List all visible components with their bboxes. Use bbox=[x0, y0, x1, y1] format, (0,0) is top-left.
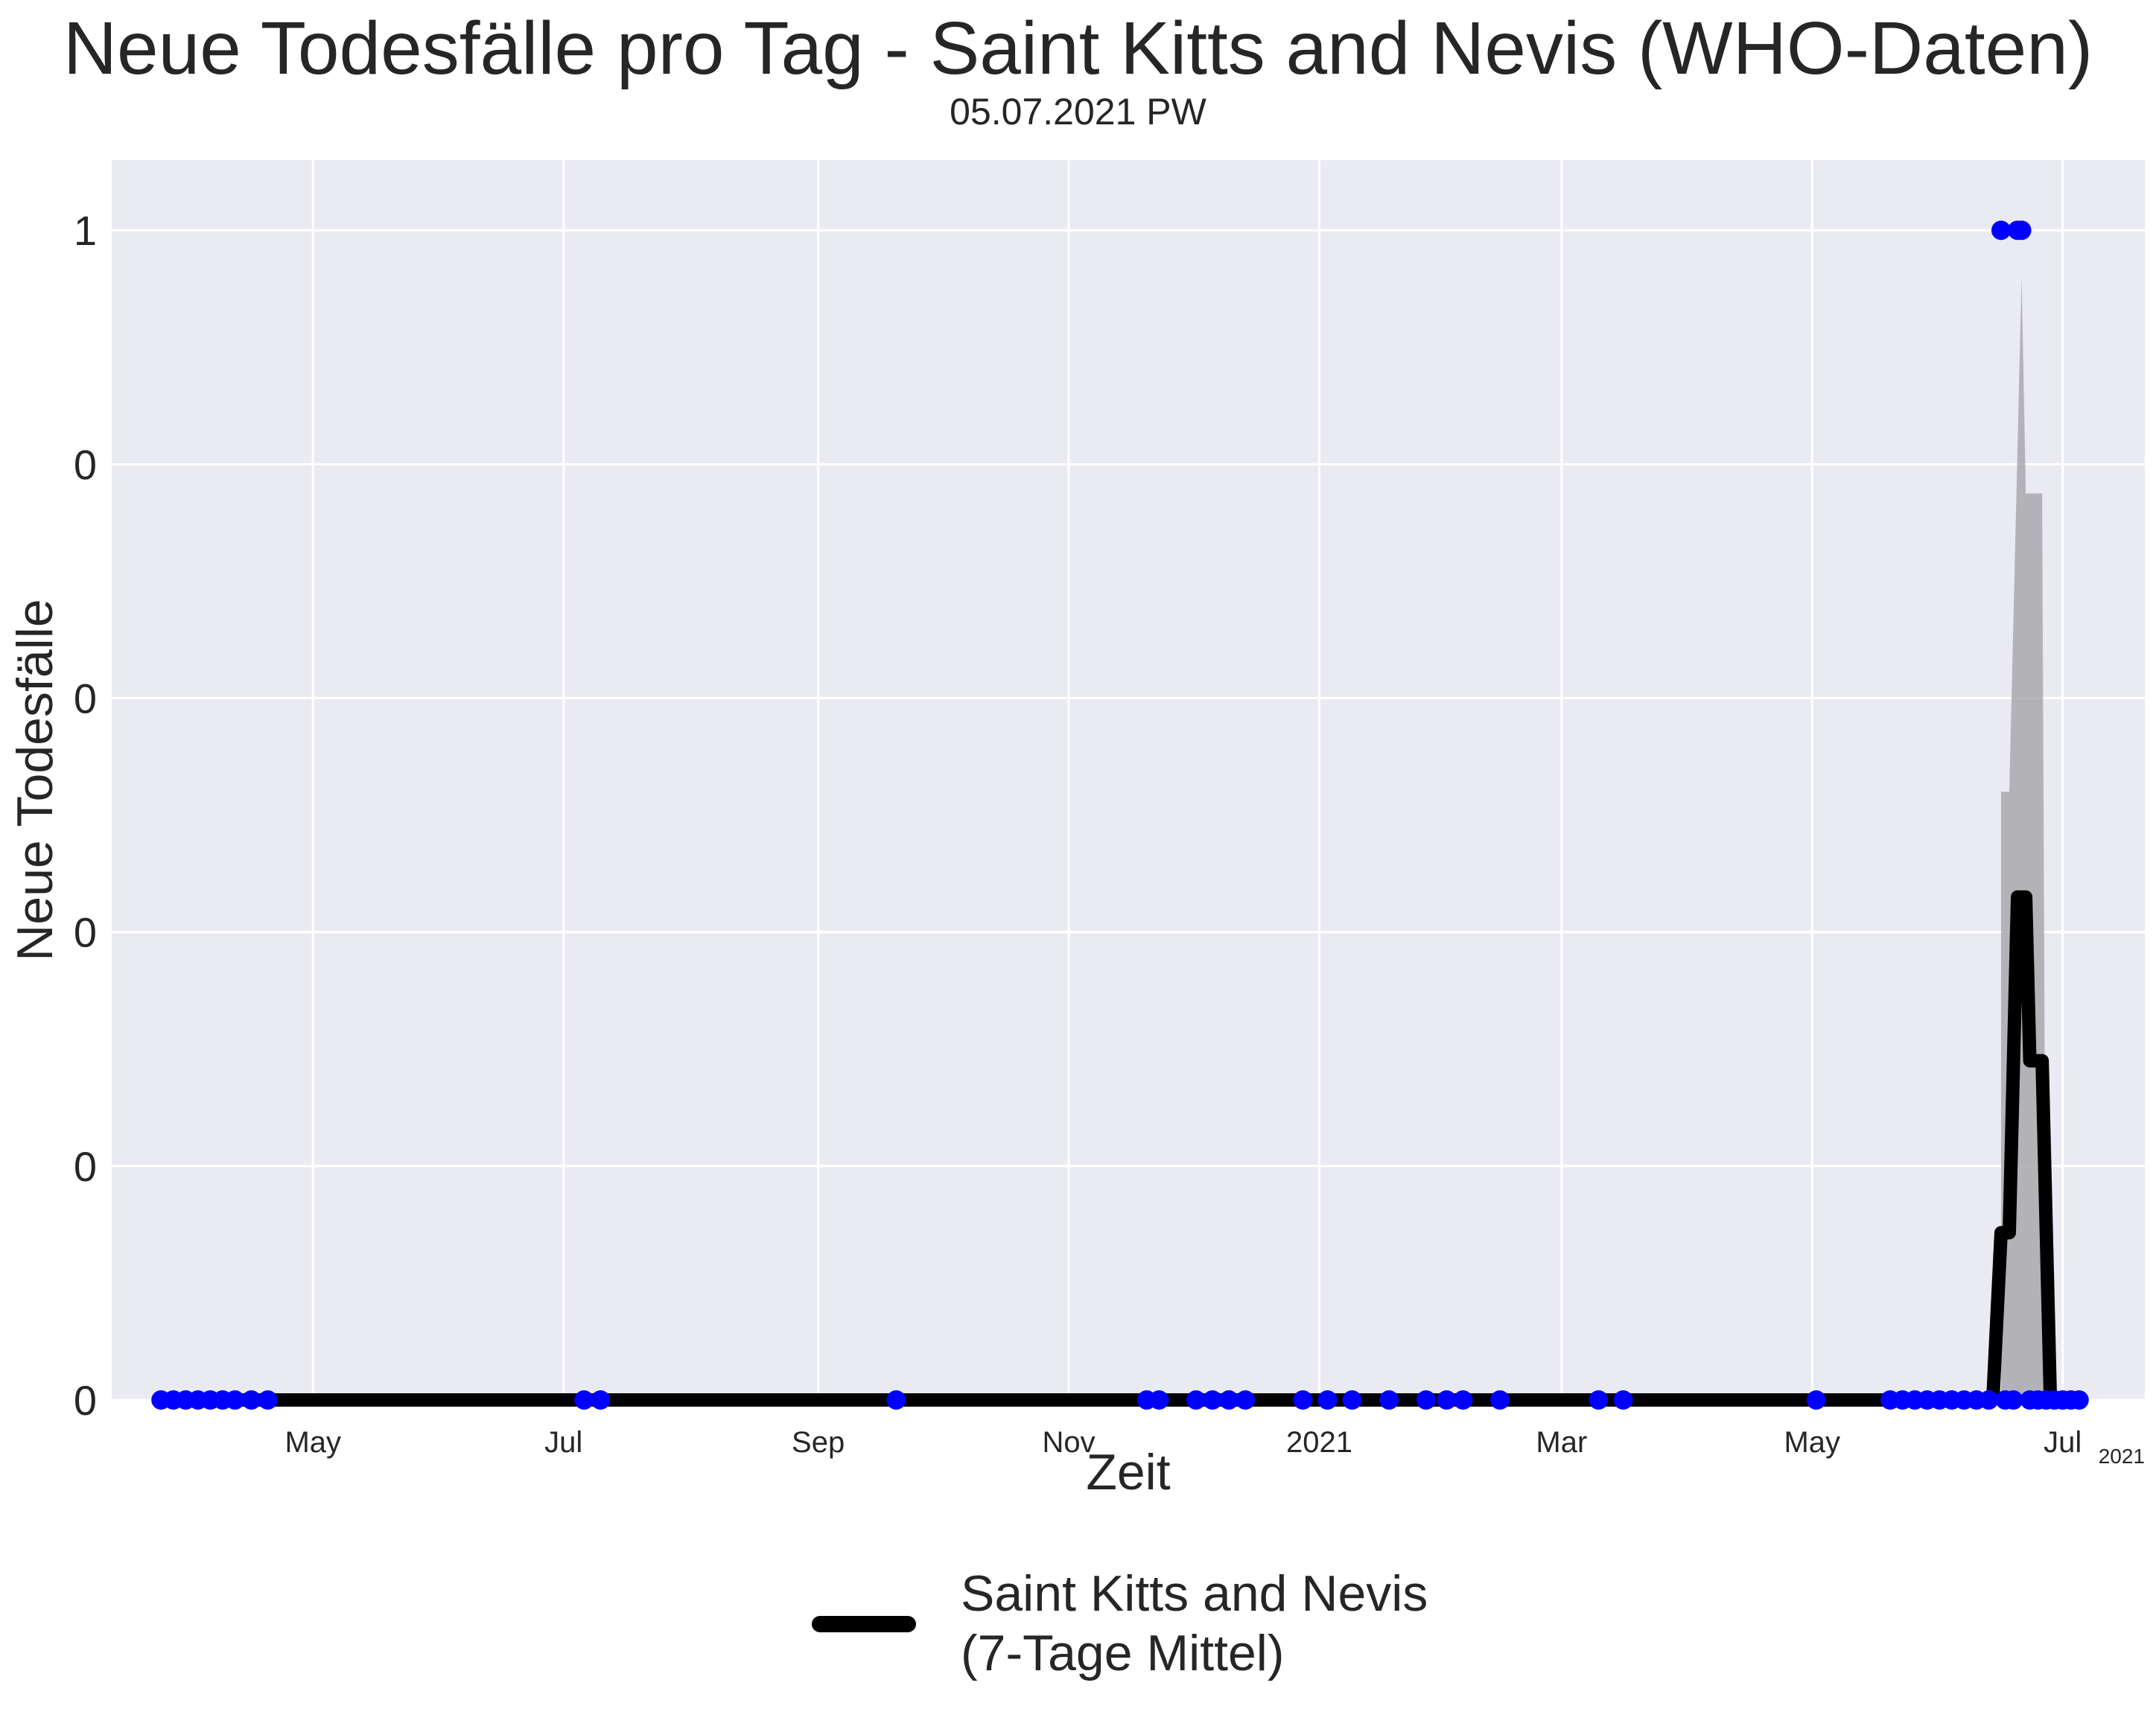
y-axis-label: Neue Todesfälle bbox=[7, 599, 63, 961]
x-tick-label: Mar bbox=[1536, 1426, 1587, 1459]
x-tick-label: 2021 bbox=[1286, 1426, 1352, 1459]
data-point bbox=[886, 1390, 906, 1410]
y-tick-label: 0 bbox=[74, 441, 97, 488]
plot-area bbox=[112, 160, 2145, 1400]
y-tick-label: 0 bbox=[74, 675, 97, 722]
data-point bbox=[1991, 220, 2011, 241]
series-line bbox=[154, 890, 2086, 1407]
legend: Saint Kitts and Nevis (7-Tage Mittel) bbox=[804, 1564, 1475, 1683]
data-point bbox=[1293, 1390, 1313, 1410]
data-point bbox=[1490, 1390, 1510, 1410]
x-offset-label: 2021 bbox=[2099, 1445, 2145, 1468]
data-point bbox=[1342, 1390, 1362, 1410]
data-point bbox=[1453, 1390, 1473, 1410]
data-point bbox=[2069, 1390, 2089, 1410]
x-tick-label: Nov bbox=[1042, 1426, 1095, 1459]
data-point bbox=[591, 1390, 611, 1410]
data-point bbox=[241, 1390, 261, 1410]
data-point bbox=[1379, 1390, 1399, 1410]
x-tick-label: Jul bbox=[544, 1426, 582, 1459]
data-point bbox=[1219, 1390, 1239, 1410]
data-point bbox=[1186, 1390, 1206, 1410]
data-point bbox=[1236, 1390, 1256, 1410]
y-tick-label: 1 bbox=[74, 207, 97, 254]
x-tick-label: Jul bbox=[2044, 1426, 2082, 1459]
x-axis-label: Zeit bbox=[1086, 1444, 1170, 1500]
legend-label: Saint Kitts and Nevis (7-Tage Mittel) bbox=[961, 1565, 1428, 1681]
data-point bbox=[574, 1390, 594, 1410]
legend-line-swatch bbox=[812, 1616, 916, 1632]
x-tick-label: May bbox=[1784, 1426, 1840, 1459]
data-point bbox=[1979, 1390, 1999, 1410]
y-tick-label: 0 bbox=[74, 909, 97, 956]
y-tick-label: 0 bbox=[74, 1377, 97, 1424]
data-point bbox=[1149, 1390, 1169, 1410]
data-point bbox=[1416, 1390, 1436, 1410]
chart-subtitle: 05.07.2021 PW bbox=[950, 91, 1206, 133]
data-point bbox=[1203, 1390, 1223, 1410]
chart-title: Neue Todesfälle pro Tag - Saint Kitts an… bbox=[63, 7, 2093, 90]
data-point bbox=[2012, 220, 2032, 241]
data-point bbox=[258, 1390, 278, 1410]
data-point bbox=[1589, 1390, 1609, 1410]
data-point bbox=[1613, 1390, 1633, 1410]
x-tick-label: Sep bbox=[792, 1426, 845, 1459]
data-point bbox=[1317, 1390, 1338, 1410]
data-point bbox=[1806, 1390, 1826, 1410]
y-tick-label: 0 bbox=[74, 1143, 97, 1190]
data-point bbox=[1437, 1390, 1457, 1410]
data-point bbox=[2003, 1390, 2023, 1410]
x-tick-label: May bbox=[284, 1426, 341, 1459]
data-point bbox=[225, 1390, 245, 1410]
